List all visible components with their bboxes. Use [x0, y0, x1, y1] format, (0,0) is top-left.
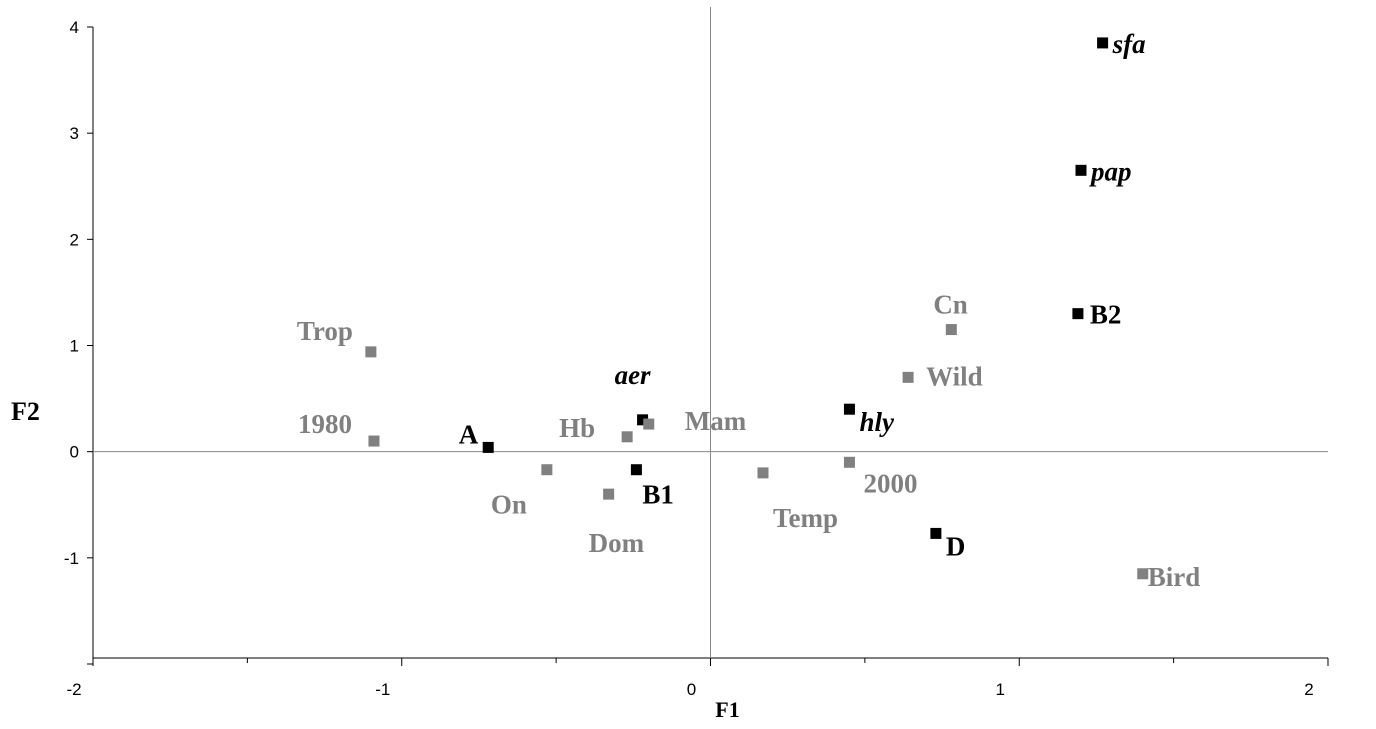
- label-bird: Bird: [1148, 562, 1201, 592]
- y-tick-label: 1: [70, 337, 79, 356]
- axes: [92, 7, 1328, 659]
- point-2000: [843, 456, 855, 468]
- y-tick-label: 4: [70, 18, 79, 37]
- point-temp: [757, 467, 769, 479]
- y-tick-label: -1: [64, 549, 79, 568]
- y-tick-label: 3: [70, 124, 79, 143]
- x-axis-title: F1: [715, 697, 739, 722]
- point-pap: [1075, 164, 1087, 176]
- point-cn: [945, 324, 957, 336]
- x-tick-label: 2: [1304, 680, 1313, 699]
- y-tick-label: 0: [70, 443, 79, 462]
- x-tick-label: 1: [996, 680, 1005, 699]
- label-trop: Trop: [297, 316, 353, 346]
- point-aer: [637, 414, 649, 426]
- point-1980: [368, 435, 380, 447]
- point-a: [482, 441, 494, 453]
- x-tick-label: -1: [375, 680, 390, 699]
- label-d: D: [946, 531, 966, 561]
- label-a: A: [459, 419, 479, 449]
- label-1980: 1980: [298, 409, 352, 439]
- point-wild: [902, 371, 914, 383]
- ticks: [87, 26, 1329, 666]
- label-aer: aer: [615, 360, 651, 390]
- point-d: [930, 527, 942, 539]
- label-temp: Temp: [773, 503, 838, 533]
- label-mam: Mam: [685, 406, 747, 436]
- y-tick-label: 2: [70, 230, 79, 249]
- point-hb: [621, 431, 633, 443]
- x-tick-label: 0: [687, 680, 696, 699]
- point-on: [541, 464, 553, 476]
- point-bird: [1137, 568, 1149, 580]
- point-b1: [630, 464, 642, 476]
- tick-labels: -2 -1 0 1 2 -1 0 1 2 3 4: [64, 18, 1314, 699]
- point-trop: [365, 346, 377, 358]
- label-b2: B2: [1090, 300, 1122, 330]
- point-b2: [1072, 308, 1084, 320]
- x-tick-label: -2: [66, 680, 81, 699]
- y-axis-title: F2: [11, 397, 40, 426]
- label-cn: Cn: [933, 290, 968, 320]
- data-points: [365, 37, 1149, 580]
- point-sfa: [1097, 37, 1109, 49]
- label-dom: Dom: [589, 528, 645, 558]
- point-mam: [643, 418, 655, 430]
- label-hb: Hb: [559, 413, 595, 443]
- label-sfa: sfa: [1112, 29, 1146, 59]
- point-hly: [843, 403, 855, 415]
- label-on: On: [491, 490, 527, 520]
- label-wild: Wild: [926, 361, 983, 391]
- label-hly: hly: [859, 407, 895, 437]
- data-labels: sfa pap B2 hly aer A B1 D Trop 1980 Hb Mam On Dom Temp…: [297, 29, 1200, 592]
- label-b1: B1: [642, 480, 674, 510]
- point-dom: [603, 488, 615, 500]
- label-pap: pap: [1089, 156, 1132, 186]
- label-2000: 2000: [863, 468, 917, 498]
